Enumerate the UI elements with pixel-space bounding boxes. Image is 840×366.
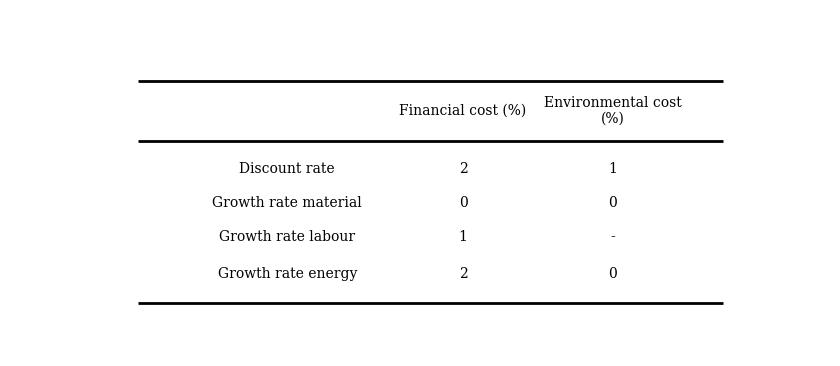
Text: 2: 2 xyxy=(459,266,467,281)
Text: 2: 2 xyxy=(459,163,467,176)
Text: Discount rate: Discount rate xyxy=(239,163,335,176)
Text: -: - xyxy=(611,230,615,244)
Text: Growth rate labour: Growth rate labour xyxy=(219,230,355,244)
Text: 1: 1 xyxy=(608,163,617,176)
Text: Growth rate material: Growth rate material xyxy=(213,196,362,210)
Text: Growth rate energy: Growth rate energy xyxy=(218,266,357,281)
Text: Financial cost (%): Financial cost (%) xyxy=(400,104,527,118)
Text: Environmental cost
(%): Environmental cost (%) xyxy=(544,96,681,126)
Text: 0: 0 xyxy=(459,196,467,210)
Text: 1: 1 xyxy=(459,230,468,244)
Text: 0: 0 xyxy=(608,196,617,210)
Text: 0: 0 xyxy=(608,266,617,281)
